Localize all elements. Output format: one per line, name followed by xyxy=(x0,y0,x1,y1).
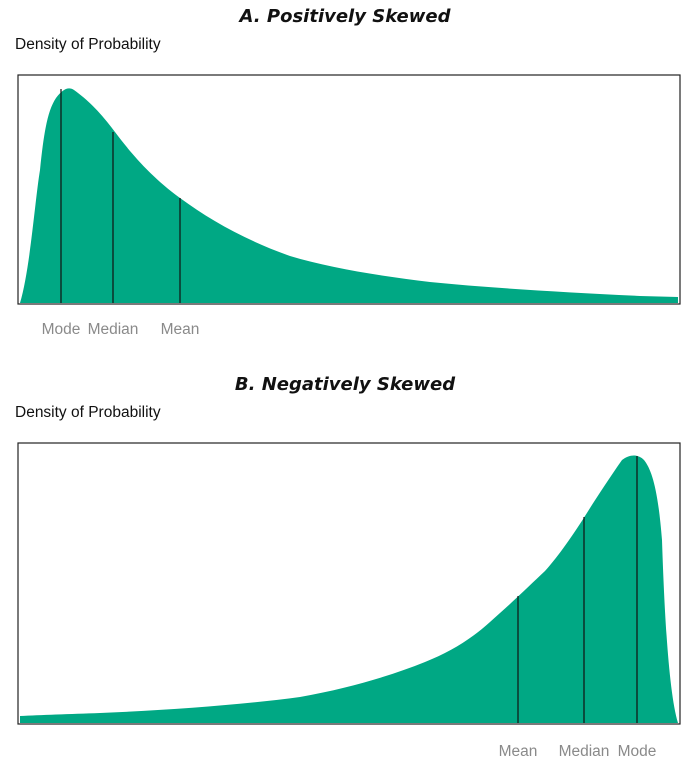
chart-a-area xyxy=(20,88,678,303)
chart-a-y-axis-label: Density of Probability xyxy=(15,36,161,53)
chart-b-area xyxy=(20,455,678,723)
chart-b-mode-label: Mode xyxy=(618,743,657,760)
chart-b-title: B. Negatively Skewed xyxy=(234,374,456,395)
chart-a-median-label: Median xyxy=(88,321,139,338)
chart-a-mean-label: Mean xyxy=(161,321,200,338)
chart-a-title: A. Positively Skewed xyxy=(239,6,451,27)
chart-a-plot: Mode Median Mean xyxy=(17,74,681,338)
chart-b-median-label: Median xyxy=(559,743,610,760)
chart-b-mean-label: Mean xyxy=(499,743,538,760)
chart-b-y-axis-label: Density of Probability xyxy=(15,404,161,421)
chart-a-mode-label: Mode xyxy=(42,321,81,338)
chart-b-plot: Mean Median Mode xyxy=(17,442,681,760)
